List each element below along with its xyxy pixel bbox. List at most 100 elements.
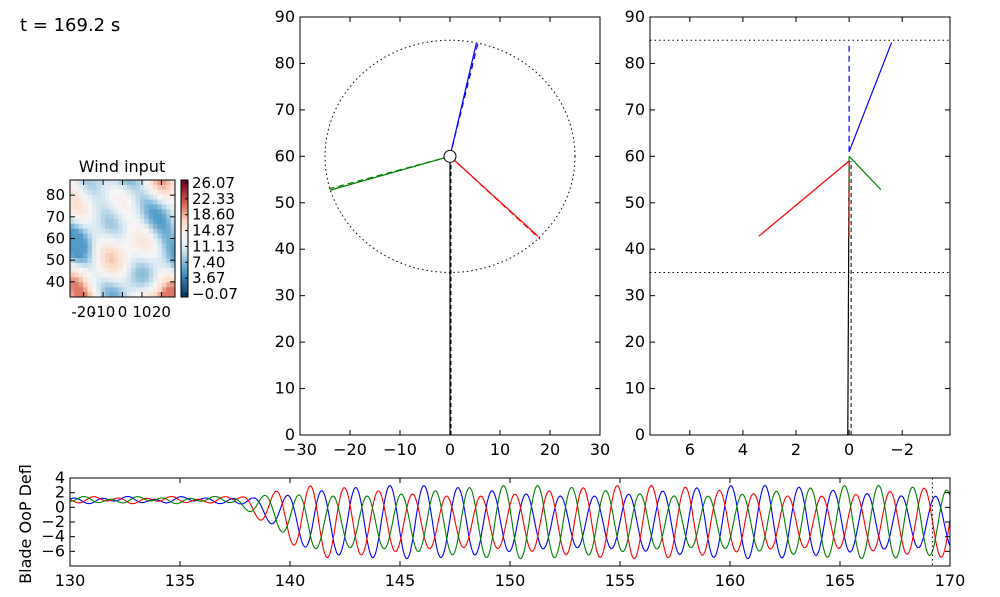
series-red [70,485,950,560]
heatmap-cell [78,223,84,230]
y-tick-label: 70 [625,100,645,119]
heatmap-cell [83,233,88,239]
colorbar-segment [181,188,188,193]
heatmap-cell [122,272,128,278]
colorbar-segment [181,258,188,263]
heatmap-cell [140,204,145,210]
heatmap-cell [70,204,75,210]
y-tick-label: 0 [635,425,645,444]
heatmap-cell [70,282,75,288]
y-tick-label: 30 [625,286,645,305]
heatmap-cell [144,243,150,249]
heatmap-cell [96,248,102,254]
heatmap-cell [170,189,176,196]
heatmap-cell [96,189,102,196]
heatmap-cell [118,214,123,220]
heatmap-cell [122,180,128,186]
heatmap-cell [144,262,150,269]
heatmap-cell [118,223,123,230]
heatmap-cell [148,243,154,249]
heatmap-cell [135,238,141,244]
heatmap-cell [113,214,119,220]
blade-green [329,155,451,191]
x-tick-label: -20 [71,303,96,321]
heatmap-cell [96,199,102,205]
x-tick-label: 140 [275,571,306,590]
colorbar-segment [181,288,188,292]
heatmap-cell [170,219,176,225]
heatmap-cell [83,287,88,293]
colorbar-segment [181,267,188,272]
heatmap-cell [126,184,132,191]
heatmap-cell [87,258,93,264]
heatmap-cell [148,238,154,244]
heatmap-cell [105,248,110,254]
heatmap-cell [83,258,88,264]
y-tick-label: 80 [625,53,645,72]
heatmap-cell [131,277,137,283]
heatmap-cell [70,248,75,254]
y-tick-label: 50 [625,193,645,212]
heatmap-cell [131,214,137,220]
heatmap-cell [153,209,158,215]
heatmap-cell [170,199,176,205]
colorbar-segment [181,273,188,278]
heatmap-cell [74,180,80,186]
heatmap-cell [109,199,115,205]
heatmap-cell [148,194,154,200]
heatmap-cell [105,194,110,200]
heatmap-cell [96,219,102,225]
colorbar-segment [181,291,188,295]
heatmap-cell [91,253,97,259]
heatmap-cell [78,262,84,269]
heatmap-cell [126,253,132,259]
heatmap-cell [109,243,115,249]
heatmap-cell [126,214,132,220]
heatmap-cell [100,243,106,249]
heatmap-cell [78,184,84,191]
heatmap-cell [140,272,145,278]
heatmap-cell [113,184,119,191]
heatmap-cell [100,262,106,269]
heatmap-cell [109,204,115,210]
y-tick-label: 60 [46,230,65,248]
colorbar-segment [181,238,188,242]
heatmap-cell [100,194,106,200]
heatmap-cell [122,228,128,235]
heatmap-cell [91,292,97,298]
heatmap-cell [148,292,154,298]
heatmap-cell [78,253,84,259]
heatmap-cell [157,219,163,225]
heatmap-cell [131,243,137,249]
heatmap-cell [78,248,84,254]
heatmap-cell [100,228,106,235]
heatmap-cell [87,262,93,269]
heatmap-cell [87,267,93,274]
heatmap-cell [157,282,163,288]
y-tick-label: 90 [625,7,645,26]
heatmap-cell [135,287,141,293]
heatmap-cell [83,282,88,288]
heatmap-cell [78,204,84,210]
heatmap-cell [105,219,110,225]
heatmap-cell [91,262,97,269]
heatmap-cell [126,238,132,244]
heatmap-cell [113,248,119,254]
heatmap-cell [135,223,141,230]
heatmap-cell [131,267,137,274]
heatmap-cell [148,199,154,205]
y-tick-label: 40 [625,239,645,258]
heatmap-cell [166,253,172,259]
y-tick-label: 50 [275,193,295,212]
heatmap-cell [161,199,167,205]
x-tick-label: 10 [490,440,510,459]
heatmap-cell [78,180,84,186]
heatmap-cell [83,238,88,244]
heatmap-cell [96,223,102,230]
y-tick-label: 50 [46,251,65,269]
heatmap-cell [153,272,158,278]
heatmap-cell [74,292,80,298]
heatmap-cell [161,214,167,220]
heatmap-cell [109,262,115,269]
